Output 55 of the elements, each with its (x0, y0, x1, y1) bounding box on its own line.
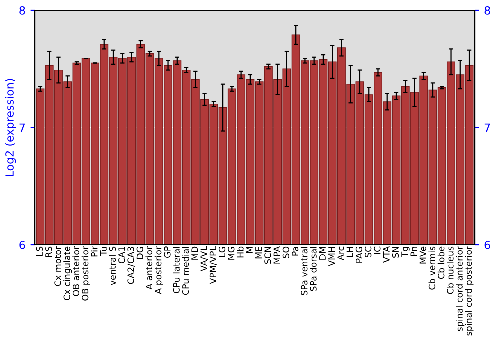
x-tick-label: CA1 (118, 247, 126, 264)
x-tick-label: Tg (402, 247, 410, 258)
x-tick-label: MD (192, 246, 198, 260)
x-tick-label: OB anterior (72, 246, 80, 296)
x-tick-label: A anterior (146, 246, 153, 290)
x-tick-label: VTA (383, 246, 390, 263)
x-tick-label: Hb (237, 246, 244, 258)
x-tick-label: DG (136, 247, 144, 260)
x-tick-label: CA2/CA3 (128, 247, 135, 284)
y-tick-label: 8 (20, 6, 26, 15)
x-tick-label: M (246, 247, 253, 254)
x-tick-label: Cb lobe (438, 246, 445, 280)
y-tick-label: 7 (20, 124, 26, 132)
x-tick-label: MPA (274, 246, 280, 264)
x-tick-label: spinal cord anterior (456, 246, 465, 332)
x-tick-label: VMH (328, 247, 336, 266)
x-tick-label: GP (164, 246, 171, 258)
x-tick-label: LG (218, 247, 226, 258)
x-tick-label: VA/VL (200, 246, 208, 272)
x-tick-label: SPa dorsal (310, 247, 317, 292)
x-tick-label: Pa (292, 247, 299, 256)
x-tick-label: SN (392, 247, 400, 258)
x-tick-label: Cb vermis (428, 246, 436, 290)
x-tick-label: LH (346, 247, 354, 257)
x-tick-label: SC (365, 246, 372, 258)
x-tick-label: VPM/VPL (210, 246, 218, 284)
x-tick-label: Tu (100, 247, 107, 256)
x-tick-label: MG (228, 247, 235, 260)
x-tick-label: SO (282, 246, 290, 258)
x-tick-label: SPa ventral (300, 247, 308, 296)
y2-tick-label: 7 (484, 124, 490, 132)
x-tick-label: DM (320, 247, 326, 260)
x-tick-label: SCN (264, 247, 272, 264)
x-tick-label: Pir (91, 246, 98, 257)
x-tick-label: CPu medial (182, 247, 190, 296)
x-tick-label: PAG (356, 247, 363, 263)
x-tick-label: IC (374, 246, 381, 254)
x-tick-label: LS (36, 246, 44, 256)
x-tick-label: A posterior (154, 246, 164, 294)
x-tick-label: CPu lateral (173, 247, 180, 294)
x-tick-label: OB posterior (82, 246, 90, 301)
x-tick-label: RS (46, 246, 52, 258)
x-tick-label: ventral S (109, 246, 116, 286)
x-tick-label: Cx motor (54, 246, 62, 286)
x-tick-label: MVe (420, 246, 426, 264)
x-tick-label: Arc (338, 246, 344, 261)
x-tick-label: Pn (410, 247, 418, 256)
y2-tick-label: 8 (484, 6, 490, 15)
x-tick-label: ME (256, 246, 262, 259)
x-tick-label: spinal cord posterior (465, 246, 474, 336)
y-tick-label: 6 (20, 240, 26, 250)
y-axis-title: Log2 (expression) (5, 79, 16, 176)
x-tick-label: Cb nucleus (447, 246, 454, 294)
y2-tick-label: 6 (484, 240, 490, 250)
x-tick-label: Cx cingulate (64, 246, 72, 300)
